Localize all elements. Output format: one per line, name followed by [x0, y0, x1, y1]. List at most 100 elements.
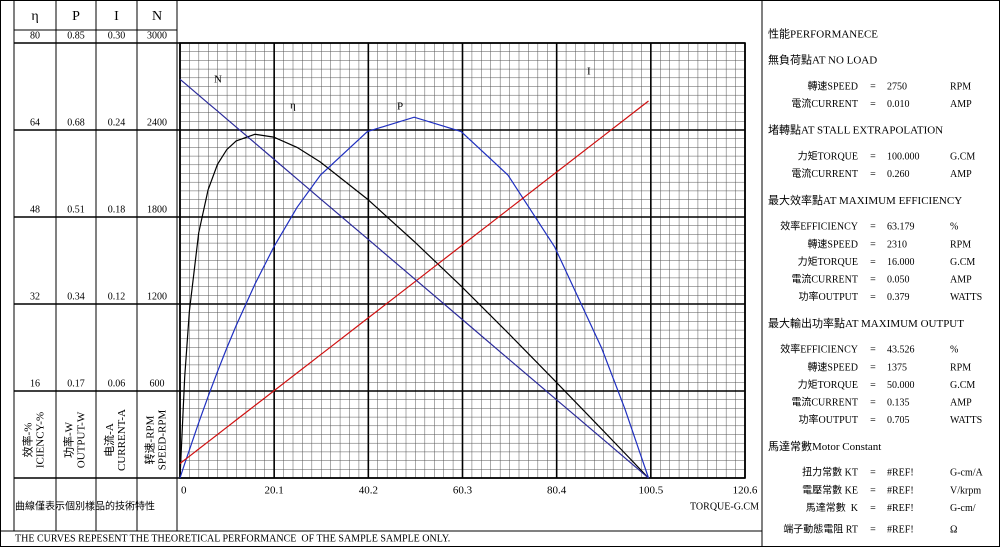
axis-symbol: η	[31, 9, 38, 24]
section-heading: 最大輸出功率點AT MAXIMUM OUTPUT	[768, 316, 964, 330]
y-tick-label: 2400	[147, 117, 167, 128]
row-value: 0.379	[887, 292, 910, 303]
row-label: 力矩TORQUE	[798, 149, 858, 162]
row-value: 0.050	[887, 274, 910, 285]
y-tick-label: 1800	[147, 204, 167, 215]
row-label: 電流CURRENT	[791, 272, 858, 285]
row-label: 電流CURRENT	[791, 167, 858, 180]
y-tick-label: 0.30	[108, 30, 126, 41]
y-tick-label: 64	[30, 117, 40, 128]
axis-title: 电流-A	[102, 423, 116, 457]
row-label: 功率OUTPUT	[799, 413, 858, 426]
curve	[179, 116, 650, 479]
row-unit: %	[950, 345, 958, 356]
y-tick-label: 0.51	[67, 204, 85, 215]
row-eq: =	[870, 99, 876, 110]
curve	[179, 78, 649, 479]
axis-title: OUTPUT-W	[76, 411, 88, 468]
row-value: 0.260	[887, 169, 910, 180]
y-tick-label: 32	[30, 291, 40, 302]
row-unit: AMP	[950, 274, 972, 285]
row-label: 扭力常數 KT	[802, 466, 858, 479]
y-tick-label: 0.68	[67, 117, 85, 128]
y-tick-label: 48	[30, 204, 40, 215]
row-eq: =	[870, 222, 876, 233]
x-tick-label: 0	[181, 485, 187, 497]
row-value: 100.000	[887, 151, 920, 162]
curve	[179, 133, 649, 479]
row-unit: WATTS	[950, 415, 982, 426]
row-eq: =	[870, 274, 876, 285]
row-eq: =	[870, 239, 876, 250]
row-unit: RPM	[950, 362, 971, 373]
section-heading: 堵轉點AT STALL EXTRAPOLATION	[768, 123, 943, 137]
y-tick-label: 3000	[147, 30, 167, 41]
row-label: 功率OUTPUT	[799, 290, 858, 303]
y-tick-label: 0.85	[67, 30, 85, 41]
y-tick-label: 0.34	[67, 291, 85, 302]
row-label: 轉速SPEED	[807, 237, 858, 250]
row-unit: G-cm/A	[950, 468, 984, 479]
row-unit: G.CM	[950, 151, 975, 162]
row-unit: AMP	[950, 169, 972, 180]
panel-title: 性能PERFORMANECE	[768, 27, 878, 41]
axis-symbol: P	[72, 9, 80, 24]
row-value: #REF!	[887, 468, 914, 479]
row-unit: %	[950, 222, 958, 233]
row-value: #REF!	[887, 485, 914, 496]
row-eq: =	[870, 81, 876, 92]
axis-title: 转速-RPM	[143, 415, 157, 464]
row-value: 43.526	[887, 345, 915, 356]
curve-label: η	[290, 100, 296, 112]
section-heading: 無負荷點AT NO LOAD	[768, 53, 877, 67]
y-tick-label: 0.06	[108, 378, 126, 389]
row-unit: G.CM	[950, 380, 975, 391]
axis-title: ICIENCY-%	[35, 412, 47, 468]
row-label: 效率EFFICIENCY	[780, 220, 858, 233]
x-tick-label: 60.3	[453, 485, 473, 497]
axis-title: 功率-W	[62, 421, 76, 458]
row-value: 16.000	[887, 257, 915, 268]
row-eq: =	[870, 257, 876, 268]
row-unit: V/krpm	[950, 485, 981, 496]
axis-title: CURRENT-A	[116, 409, 128, 471]
row-eq: =	[870, 415, 876, 426]
curve-label: P	[397, 101, 403, 113]
y-tick-label: 0.18	[108, 204, 126, 215]
axis-symbol: N	[152, 9, 162, 24]
row-eq: =	[870, 503, 876, 514]
row-label: 電壓常數 KE	[802, 483, 858, 496]
x-tick-label: 120.6	[733, 485, 758, 497]
section-heading: 最大效率點AT MAXIMUM EFFICIENCY	[768, 193, 962, 207]
row-unit: Ω	[950, 524, 957, 535]
row-unit: AMP	[950, 99, 972, 110]
y-tick-label: 16	[30, 378, 40, 389]
plot-border	[179, 42, 746, 479]
note-en: THE CURVES REPESENT THE THEORETICAL PERF…	[15, 533, 450, 544]
axis-title: SPEED-RPM	[157, 410, 169, 471]
row-eq: =	[870, 485, 876, 496]
row-eq: =	[870, 380, 876, 391]
row-unit: G-cm/	[950, 503, 976, 514]
x-axis-label: TORQUE-G.CM	[690, 501, 759, 512]
row-value: 2310	[887, 239, 907, 250]
row-value: 0.010	[887, 99, 910, 110]
row-label: 力矩TORQUE	[798, 378, 858, 391]
y-tick-label: 80	[30, 30, 40, 41]
row-label: 力矩TORQUE	[798, 255, 858, 268]
note-cn: 曲線僅表示個別樣品的技術特性	[15, 499, 155, 512]
curve-label: I	[587, 66, 591, 78]
row-value: #REF!	[887, 524, 914, 535]
row-eq: =	[870, 169, 876, 180]
y-tick-label: 0.17	[67, 378, 85, 389]
row-label: 轉速SPEED	[807, 79, 858, 92]
axis-symbol: I	[114, 9, 119, 24]
row-unit: WATTS	[950, 292, 982, 303]
row-value: 0.705	[887, 415, 910, 426]
curve-label: N	[214, 74, 222, 86]
row-value: 1375	[887, 362, 907, 373]
row-label: 電流CURRENT	[791, 395, 858, 408]
row-eq: =	[870, 468, 876, 479]
